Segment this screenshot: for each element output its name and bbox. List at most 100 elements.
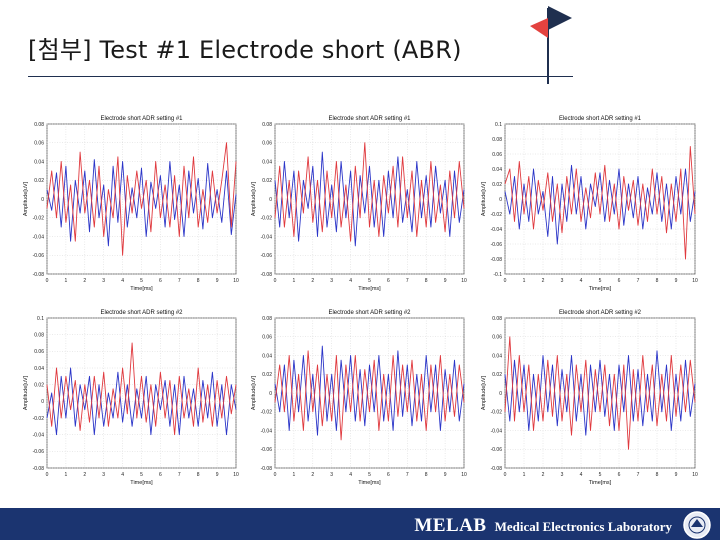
x-tick-label: 10 xyxy=(461,278,467,284)
x-tick-label: 0 xyxy=(504,472,507,478)
chart-title: Electrode short ADR setting #1 xyxy=(559,116,642,122)
y-tick-label: -0.06 xyxy=(491,242,503,248)
y-tick-label: -0.08 xyxy=(33,466,45,472)
y-tick-label: 0.04 xyxy=(492,167,502,173)
x-axis-label: Time[ms] xyxy=(589,480,612,486)
y-tick-label: 0.04 xyxy=(262,159,272,165)
y-tick-label: -0.08 xyxy=(491,257,503,263)
y-tick-label: -0.06 xyxy=(261,447,273,453)
x-tick-label: 5 xyxy=(140,278,143,284)
y-axis-label: Amplitude[uV] xyxy=(23,375,29,410)
x-tick-label: 0 xyxy=(274,472,277,478)
y-tick-label: 0.06 xyxy=(262,335,272,341)
y-tick-label: -0.06 xyxy=(33,253,45,259)
x-tick-label: 5 xyxy=(140,472,143,478)
title-divider xyxy=(28,76,573,77)
x-tick-label: 9 xyxy=(216,278,219,284)
x-tick-label: 9 xyxy=(675,472,678,478)
y-tick-label: 0.08 xyxy=(34,332,44,338)
x-tick-label: 7 xyxy=(637,278,640,284)
y-tick-label: 0.02 xyxy=(262,372,272,378)
chart-title: Electrode short ADR setting #2 xyxy=(559,310,642,316)
series-line-1 xyxy=(46,367,237,436)
y-tick-label: 0.06 xyxy=(492,335,502,341)
chart-3: 0 1 2 3 4 5 6 7 8 9 10 -0.1 -0.08 -0.06 -0.04 -0.02 0 0.0… xyxy=(481,116,698,292)
y-tick-label: -0.08 xyxy=(33,272,45,278)
x-tick-label: 4 xyxy=(580,278,583,284)
x-tick-label: 7 xyxy=(406,278,409,284)
series-line-2 xyxy=(504,336,696,450)
x-tick-label: 3 xyxy=(561,472,564,478)
x-tick-label: 5 xyxy=(368,278,371,284)
x-tick-label: 1 xyxy=(65,278,68,284)
y-tick-label: 0.04 xyxy=(34,366,44,372)
x-tick-label: 10 xyxy=(692,472,698,478)
y-tick-label: 0 xyxy=(41,399,44,405)
x-tick-label: 1 xyxy=(293,278,296,284)
x-tick-label: 1 xyxy=(65,472,68,478)
y-tick-label: 0.02 xyxy=(34,382,44,388)
x-tick-label: 2 xyxy=(311,472,314,478)
footer-brand-sub: Medical Electronics Laboratory xyxy=(494,519,672,534)
y-tick-label: 0.1 xyxy=(37,316,44,322)
y-tick-label: 0.04 xyxy=(492,353,502,359)
y-axis-label: Amplitude[uV] xyxy=(251,375,257,410)
university-seal-icon xyxy=(683,511,711,539)
chart-title: Electrode short ADR setting #2 xyxy=(328,310,411,316)
series-line-1 xyxy=(46,159,237,247)
x-tick-label: 1 xyxy=(523,278,526,284)
y-tick-label: -0.04 xyxy=(261,428,273,434)
x-tick-label: 10 xyxy=(692,278,698,284)
x-axis-label: Time[ms] xyxy=(130,286,153,292)
x-tick-label: 3 xyxy=(330,472,333,478)
x-tick-label: 8 xyxy=(656,472,659,478)
x-tick-label: 1 xyxy=(293,472,296,478)
x-tick-label: 9 xyxy=(216,472,219,478)
y-tick-label: -0.02 xyxy=(491,212,503,218)
series-line-2 xyxy=(274,142,465,242)
y-tick-label: 0.02 xyxy=(34,178,44,184)
x-tick-label: 4 xyxy=(349,278,352,284)
y-tick-label: 0.02 xyxy=(492,182,502,188)
footer-brand: MELAB Medical Electronics Laboratory xyxy=(414,515,672,537)
x-tick-label: 9 xyxy=(444,472,447,478)
y-tick-label: -0.06 xyxy=(33,449,45,455)
x-tick-label: 3 xyxy=(102,472,105,478)
x-tick-label: 5 xyxy=(368,472,371,478)
y-tick-label: -0.04 xyxy=(491,428,503,434)
x-tick-label: 9 xyxy=(675,278,678,284)
x-tick-label: 6 xyxy=(387,472,390,478)
y-tick-label: -0.08 xyxy=(261,466,273,472)
y-tick-label: 0.06 xyxy=(34,141,44,147)
y-tick-label: 0.08 xyxy=(492,316,502,322)
x-tick-label: 2 xyxy=(542,278,545,284)
y-tick-label: 0.08 xyxy=(262,316,272,322)
x-tick-label: 7 xyxy=(178,472,181,478)
x-tick-label: 0 xyxy=(274,278,277,284)
x-tick-label: 10 xyxy=(461,472,467,478)
y-tick-label: 0.02 xyxy=(262,178,272,184)
chart-6: 0 1 2 3 4 5 6 7 8 9 10 -0.08 -0.06 -0.04 -0.02 0 0.02 0.0… xyxy=(481,310,698,486)
x-tick-label: 8 xyxy=(425,278,428,284)
x-axis-label: Time[ms] xyxy=(358,480,381,486)
x-tick-label: 3 xyxy=(102,278,105,284)
y-axis-label: Amplitude[uV] xyxy=(481,181,487,216)
chart-1: 0 1 2 3 4 5 6 7 8 9 10 -0.08 -0.06 -0.04 -0.02 0 0.02 0.0… xyxy=(23,116,239,292)
y-tick-label: 0 xyxy=(499,197,502,203)
x-tick-label: 6 xyxy=(159,472,162,478)
x-tick-label: 3 xyxy=(561,278,564,284)
series-line-2 xyxy=(504,146,696,260)
x-tick-label: 6 xyxy=(618,472,621,478)
chart-title: Electrode short ADR setting #2 xyxy=(100,310,183,316)
y-tick-label: -0.1 xyxy=(493,272,502,278)
y-tick-label: -0.04 xyxy=(491,227,503,233)
series-line-2 xyxy=(46,342,237,436)
x-tick-label: 9 xyxy=(444,278,447,284)
y-tick-label: 0.04 xyxy=(34,159,44,165)
series-line-1 xyxy=(504,350,696,436)
x-tick-label: 6 xyxy=(387,278,390,284)
x-tick-label: 10 xyxy=(233,278,239,284)
flag-logo-icon xyxy=(530,6,572,38)
y-tick-label: -0.06 xyxy=(261,253,273,259)
y-tick-label: 0 xyxy=(499,391,502,397)
